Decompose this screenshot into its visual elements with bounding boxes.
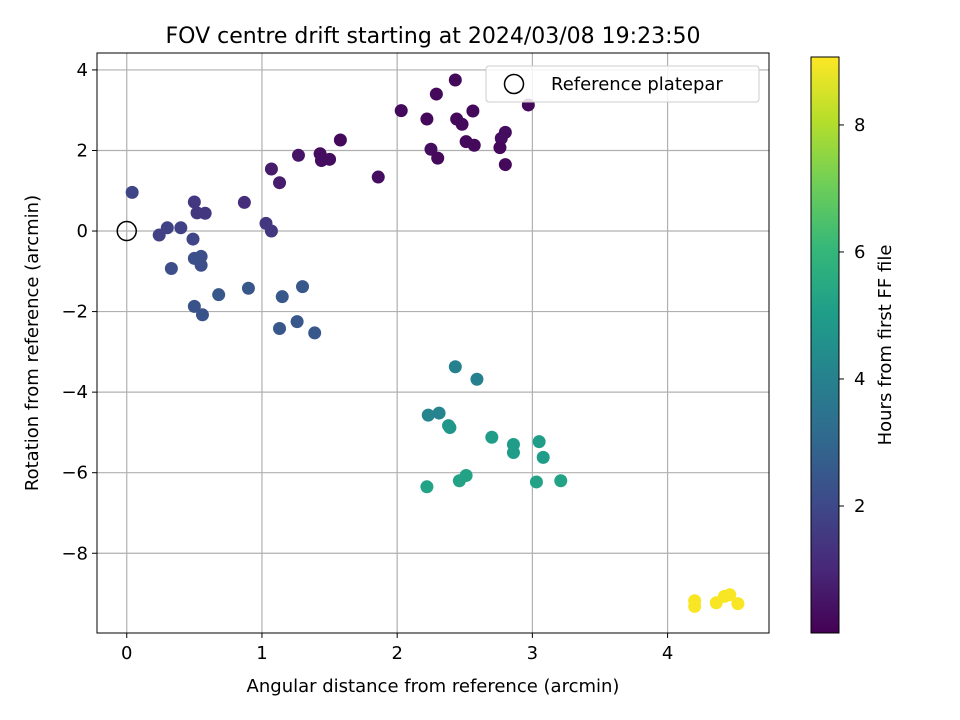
data-point [371,170,385,184]
data-point [431,151,445,165]
data-point [174,221,188,235]
colorbar-label: Hours from first FF file [875,245,896,446]
data-point [455,117,469,131]
data-point [493,141,507,155]
y-tick-label: 2 [77,140,88,161]
x-axis-label: Angular distance from reference (arcmin) [247,676,620,697]
y-tick-label: 4 [77,60,88,81]
data-point [290,315,304,329]
data-point [291,148,305,162]
x-tick-label: 2 [391,643,402,664]
data-point [420,480,434,494]
data-point [688,599,702,613]
data-point [314,154,328,168]
data-point [195,308,209,322]
data-point [485,430,499,444]
colorbar-tick-label: 2 [854,496,865,517]
colorbar-tick-label: 4 [854,369,865,390]
x-tick-label: 4 [662,643,673,664]
data-points [125,73,745,613]
y-tick-label: −2 [61,302,88,323]
colorbar-tick-label: 8 [854,115,865,136]
colorbar-gradient [810,56,840,634]
data-point [394,104,408,118]
data-point [709,596,723,610]
data-point [420,112,434,126]
data-point [731,597,745,611]
y-tick-label: −6 [61,463,88,484]
x-tick-label: 3 [527,643,538,664]
y-tick-label: −8 [61,543,88,564]
data-point [424,142,438,156]
y-tick-label: 0 [77,221,88,242]
legend-box [485,65,760,103]
data-point [186,232,200,246]
data-point [432,406,446,420]
y-axis-ticks: −8 −6 −4 −2 0 2 4 [61,60,97,564]
data-point [448,73,462,87]
data-point [443,421,457,435]
data-point [194,258,208,272]
data-point [275,290,289,304]
data-point [529,475,543,489]
data-point [532,435,546,449]
data-point [333,133,347,147]
data-point [264,224,278,238]
data-point [264,162,278,176]
data-point [452,474,466,488]
data-point [296,280,310,294]
data-point [187,195,201,209]
data-point [466,104,480,118]
data-point [421,408,435,422]
data-point [470,372,484,386]
colorbar: 2 4 6 8 Hours from first FF file [810,56,896,634]
axes-frame [96,52,770,634]
data-point [125,185,139,199]
x-axis-ticks: 0 1 2 3 4 [121,633,673,664]
data-point [187,299,201,313]
legend: Reference platepar [485,65,760,103]
colorbar-tick-label: 6 [854,242,865,263]
reference-platepar-marker [116,220,137,242]
data-point [467,138,481,152]
data-point [536,450,550,464]
data-point [554,474,568,488]
data-point [152,228,166,242]
data-point [212,288,226,302]
data-point [237,195,251,209]
data-point [273,322,287,335]
legend-open-circle-icon [503,73,525,95]
legend-label: Reference platepar [551,74,723,95]
chart-title: FOV centre drift starting at 2024/03/08 … [166,24,701,49]
data-point [448,360,462,374]
data-point [241,281,255,295]
data-point [273,176,287,190]
plot-area [96,52,770,634]
data-point [429,87,443,101]
y-axis-label: Rotation from reference (arcmin) [22,195,43,491]
x-tick-label: 1 [256,643,267,664]
data-point [498,158,512,172]
y-tick-label: −4 [61,382,88,403]
x-tick-label: 0 [121,643,132,664]
data-point [198,206,212,220]
colorbar-ticks: 2 4 6 8 [839,115,865,517]
data-point [308,326,322,340]
data-point [164,261,178,275]
data-point [506,446,520,460]
